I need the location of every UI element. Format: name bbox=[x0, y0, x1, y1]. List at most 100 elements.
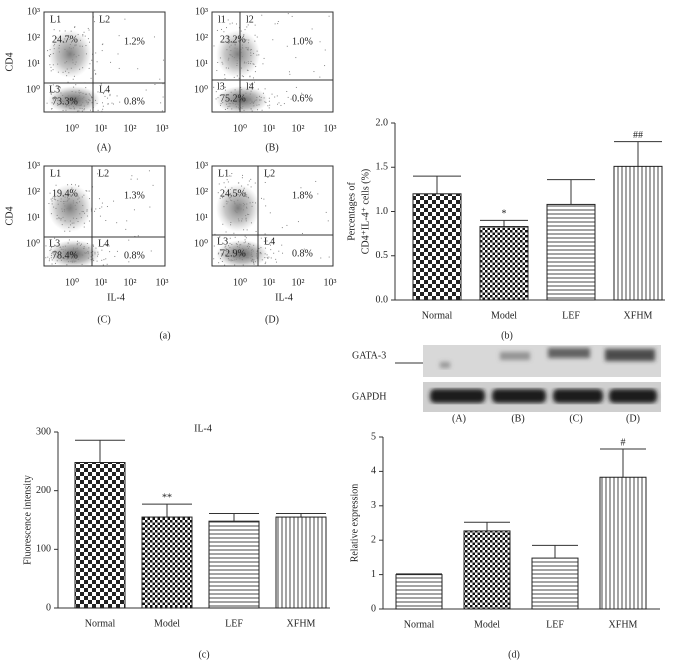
event-dot bbox=[76, 202, 78, 204]
event-dot bbox=[72, 256, 74, 258]
event-dot bbox=[245, 215, 247, 217]
event-dot bbox=[233, 252, 235, 254]
event-dot bbox=[59, 85, 61, 87]
event-dot bbox=[235, 195, 237, 197]
quadrant-label: L3 bbox=[49, 238, 60, 249]
event-dot bbox=[78, 110, 80, 112]
event-dot bbox=[250, 90, 252, 92]
event-dot bbox=[224, 186, 226, 188]
event-dot bbox=[214, 233, 216, 235]
event-dot bbox=[246, 229, 248, 231]
event-dot bbox=[234, 259, 236, 261]
event-dot bbox=[101, 44, 103, 46]
event-dot bbox=[241, 100, 243, 102]
event-dot bbox=[219, 104, 221, 106]
event-dot bbox=[266, 256, 268, 258]
event-dot bbox=[77, 258, 79, 260]
event-dot bbox=[73, 251, 75, 253]
event-dot bbox=[72, 257, 74, 259]
event-dot bbox=[50, 93, 52, 95]
event-dot bbox=[277, 23, 279, 25]
event-dot bbox=[226, 42, 228, 44]
event-dot bbox=[102, 43, 104, 45]
event-dot bbox=[224, 108, 226, 110]
event-dot bbox=[64, 210, 66, 212]
event-dot bbox=[109, 251, 111, 253]
event-dot bbox=[87, 102, 89, 104]
event-dot bbox=[84, 212, 86, 214]
event-dot bbox=[56, 86, 58, 88]
event-dot bbox=[246, 26, 248, 28]
y-axis-label: CD4 bbox=[4, 53, 15, 72]
significance-marker: ** bbox=[162, 492, 172, 503]
event-dot bbox=[162, 83, 164, 85]
event-dot bbox=[263, 198, 265, 200]
event-dot bbox=[254, 40, 256, 42]
event-dot bbox=[242, 103, 244, 105]
event-dot bbox=[84, 35, 86, 37]
event-dot bbox=[240, 249, 242, 251]
event-dot bbox=[74, 26, 76, 28]
event-dot bbox=[78, 54, 80, 56]
event-dot bbox=[85, 53, 87, 55]
event-dot bbox=[83, 226, 85, 228]
event-dot bbox=[87, 251, 89, 253]
event-dot bbox=[86, 101, 88, 103]
event-dot bbox=[246, 245, 248, 247]
event-dot bbox=[242, 254, 244, 256]
event-dot bbox=[116, 222, 118, 224]
event-dot bbox=[235, 93, 237, 95]
event-dot bbox=[49, 250, 51, 252]
event-dot bbox=[240, 208, 242, 210]
event-dot bbox=[227, 201, 229, 203]
event-dot bbox=[73, 247, 75, 249]
event-dot bbox=[67, 207, 69, 209]
event-dot bbox=[243, 229, 245, 231]
event-dot bbox=[61, 100, 63, 102]
event-dot bbox=[53, 29, 55, 31]
event-dot bbox=[62, 246, 64, 248]
event-dot bbox=[95, 208, 97, 210]
event-dot bbox=[77, 220, 79, 222]
event-dot bbox=[104, 95, 106, 97]
event-dot bbox=[254, 261, 256, 263]
event-dot bbox=[82, 211, 84, 213]
event-dot bbox=[88, 99, 90, 101]
event-dot bbox=[236, 204, 238, 206]
event-dot bbox=[50, 213, 52, 215]
event-dot bbox=[51, 246, 53, 248]
event-dot bbox=[124, 18, 126, 20]
event-dot bbox=[103, 20, 105, 22]
event-dot bbox=[97, 251, 99, 253]
event-dot bbox=[92, 186, 94, 188]
event-dot bbox=[99, 215, 101, 217]
event-dot bbox=[102, 108, 104, 110]
event-dot bbox=[241, 89, 243, 91]
x-axis-label: IL-4 bbox=[107, 292, 125, 303]
event-dot bbox=[69, 193, 71, 195]
event-dot bbox=[228, 259, 230, 261]
event-dot bbox=[250, 260, 252, 262]
plot-frame bbox=[43, 165, 166, 267]
event-dot bbox=[154, 83, 156, 85]
y-tick-label: 10³ bbox=[195, 6, 208, 17]
event-dot bbox=[64, 220, 66, 222]
plot-frame bbox=[211, 165, 334, 267]
x-tick-label: 10³ bbox=[156, 277, 169, 288]
event-dot bbox=[67, 199, 69, 201]
event-dot bbox=[62, 100, 64, 102]
event-dot bbox=[100, 83, 102, 85]
event-dot bbox=[241, 185, 243, 187]
x-tick-label: XFHM bbox=[624, 310, 653, 321]
event-dot bbox=[80, 104, 82, 106]
event-dot bbox=[54, 197, 56, 199]
event-dot bbox=[137, 68, 139, 70]
event-dot bbox=[61, 224, 63, 226]
event-dot bbox=[69, 220, 71, 222]
event-dot bbox=[81, 108, 83, 110]
event-dot bbox=[136, 43, 138, 45]
event-dot bbox=[233, 256, 235, 258]
event-dot bbox=[235, 243, 237, 245]
event-dot bbox=[49, 258, 51, 260]
bar bbox=[531, 557, 579, 610]
